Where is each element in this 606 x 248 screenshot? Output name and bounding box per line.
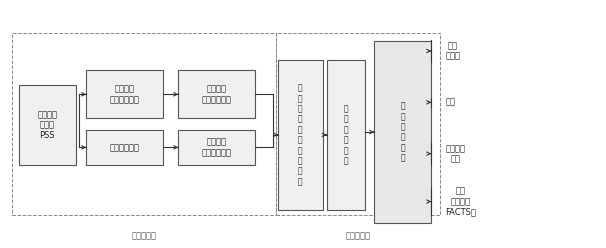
Bar xyxy=(19,85,76,165)
Bar xyxy=(327,60,365,210)
Text: 电
力
网
络
方
程: 电 力 网 络 方 程 xyxy=(400,101,405,162)
Text: 其它
发电机: 其它 发电机 xyxy=(445,41,461,61)
Text: 代数方程组: 代数方程组 xyxy=(345,231,370,240)
Bar xyxy=(86,70,164,118)
Bar xyxy=(86,130,164,165)
Text: 坐
标
变
换
方
程: 坐 标 变 换 方 程 xyxy=(344,104,348,165)
Text: 同
步
电
机
定
子
电
压
方
程: 同 步 电 机 定 子 电 压 方 程 xyxy=(298,84,302,186)
Bar xyxy=(375,41,431,223)
Text: 同步电机
转子运动方程: 同步电机 转子运动方程 xyxy=(202,85,232,104)
Bar xyxy=(178,70,256,118)
Bar xyxy=(12,33,276,215)
Text: 负荷: 负荷 xyxy=(445,98,456,107)
Text: 其它
动态装置
FACTS等: 其它 动态装置 FACTS等 xyxy=(445,187,476,217)
Bar xyxy=(278,60,322,210)
Text: 电力系统
稳定器
PSS: 电力系统 稳定器 PSS xyxy=(38,110,58,140)
Text: 直流输电
系统: 直流输电 系统 xyxy=(445,144,465,163)
Bar xyxy=(276,33,439,215)
Text: 同步电机
转子电路方程: 同步电机 转子电路方程 xyxy=(202,138,232,157)
Bar xyxy=(178,130,256,165)
Text: 励磁系统方程: 励磁系统方程 xyxy=(110,143,140,152)
Text: 原动机及
调速系统方程: 原动机及 调速系统方程 xyxy=(110,85,140,104)
Text: 微分方程组: 微分方程组 xyxy=(132,231,156,240)
